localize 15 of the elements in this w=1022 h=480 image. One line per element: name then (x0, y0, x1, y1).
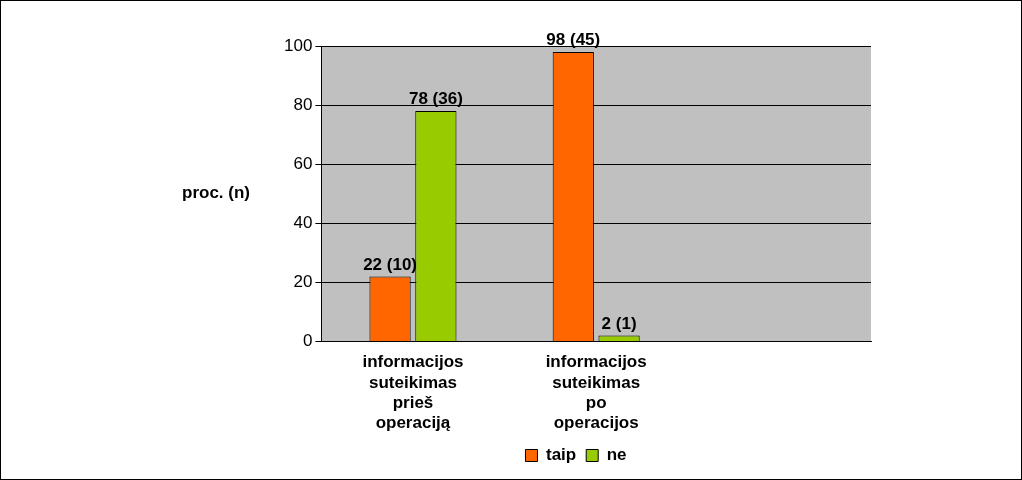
y-tick-label: 40 (293, 212, 313, 232)
x-tick-label: informacijos suteikimas po operacijos (545, 352, 647, 433)
legend-label: ne (606, 445, 627, 465)
data-label: 78 (36) (408, 89, 463, 109)
data-label: 22 (10) (363, 254, 418, 274)
legend-label: taip (545, 445, 577, 465)
y-axis-title: proc. (n) (182, 183, 250, 203)
x-tick-label: informacijos suteikimas prieš operaciją (362, 352, 464, 433)
y-tick-label: 80 (293, 94, 313, 114)
y-tick-label: 100 (283, 35, 313, 55)
data-label: 98 (45) (546, 30, 601, 50)
y-tick-label: 60 (293, 153, 313, 173)
data-label: 2 (1) (601, 313, 637, 333)
y-tick-label: 0 (302, 331, 313, 351)
y-tick-label: 20 (293, 272, 313, 292)
